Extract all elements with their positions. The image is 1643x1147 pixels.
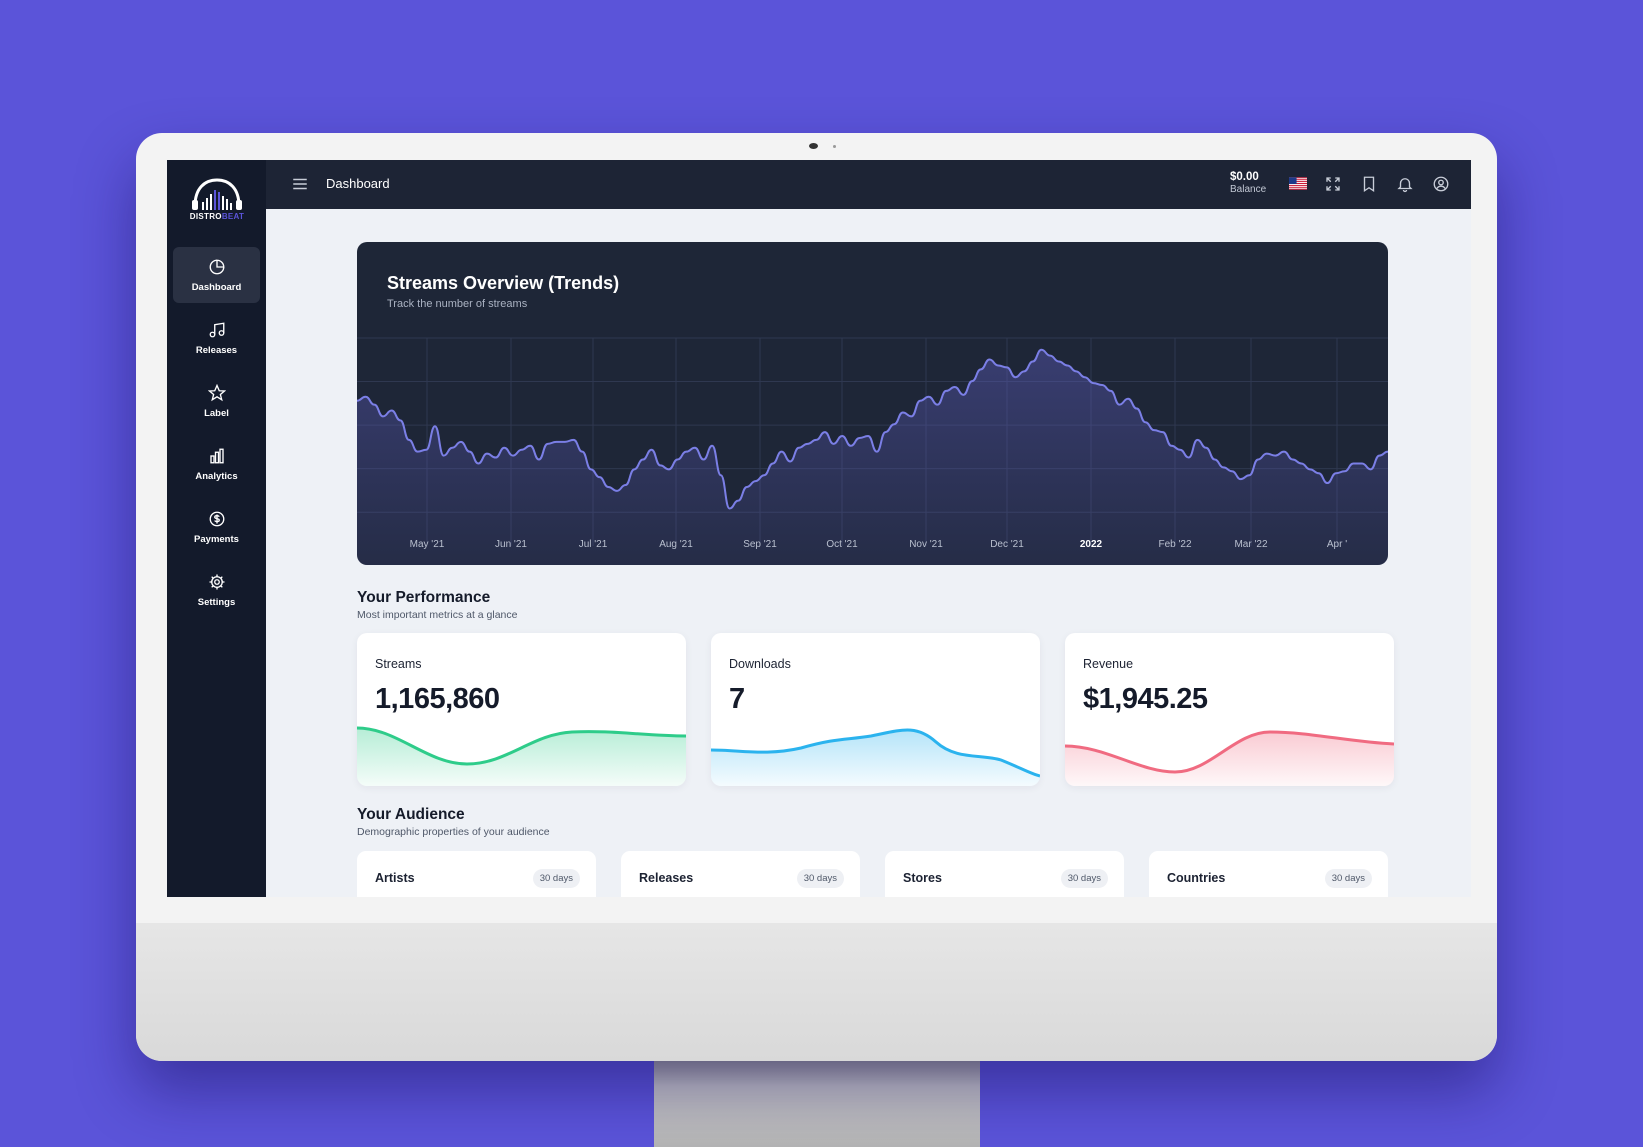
x-tick-label: Aug '21 [659,539,693,550]
revenue-sparkline [1065,730,1394,786]
sidebar-item-payments[interactable]: Payments [173,499,260,555]
audience-subtitle: Demographic properties of your audience [357,826,550,838]
x-tick-label: Feb '22 [1158,539,1191,550]
pie-chart-icon [209,259,224,274]
sidebar-item-label: Payments [194,533,239,545]
brand-name-part2: BEAT [221,212,245,221]
music-note-icon [209,321,224,337]
us-flag-icon[interactable] [1289,177,1307,190]
audience-title: Your Audience [357,806,465,823]
streams-sparkline [357,726,686,786]
metric-label: Streams [375,657,422,671]
monitor-chin [136,923,1497,1061]
camera-sensor [833,145,836,148]
x-axis-ticks: May '21 Jun '21 Jul '21 Aug '21 Sep '21 Oct '… [410,539,1348,550]
sidebar-item-settings[interactable]: Settings [173,562,260,618]
star-icon [207,383,226,401]
balance-amount: $0.00 [1230,171,1259,183]
audience-card-releases[interactable]: Releases 30 days [621,851,860,897]
balance-display[interactable]: $0.00 Balance [1230,171,1266,195]
sidebar-item-label: Label [204,407,229,419]
brand-name: DISTROBEAT [187,212,247,221]
sidebar: DISTROBEAT Dashboard Releases Label [167,160,266,897]
x-tick-label: Dec '21 [990,539,1024,550]
app-screen: DISTROBEAT Dashboard Releases Label [167,160,1471,897]
x-tick-label: Jul '21 [579,539,608,550]
fullscreen-icon[interactable] [1324,175,1342,193]
x-tick-label: May '21 [410,539,445,550]
sidebar-item-label: Analytics [195,470,238,482]
gear-icon [209,574,224,589]
performance-subtitle: Most important metrics at a glance [357,609,518,621]
dollar-circle-icon [209,511,224,526]
bar-chart-icon [209,448,224,463]
headphones-logo-icon [192,178,242,210]
audience-card-label: Artists [375,871,415,885]
camera-icon [809,143,818,149]
streams-area-chart[interactable]: May '21 Jun '21 Jul '21 Aug '21 Sep '21 Oct '… [357,242,1388,565]
page-title: Dashboard [326,176,390,191]
sidebar-nav: Dashboard Releases Label Analytics [173,247,260,625]
audience-card-artists[interactable]: Artists 30 days [357,851,596,897]
metric-label: Downloads [729,657,791,671]
metric-value: 7 [729,683,745,715]
hamburger-menu-icon[interactable] [291,175,309,193]
streams-line [357,348,1388,510]
sidebar-item-analytics[interactable]: Analytics [173,436,260,492]
chart-subtitle: Track the number of streams [387,298,528,310]
bell-icon[interactable] [1396,175,1414,193]
user-circle-icon[interactable] [1432,175,1450,193]
sidebar-item-releases[interactable]: Releases [173,310,260,366]
period-badge[interactable]: 30 days [796,869,844,888]
x-tick-label: Sep '21 [743,539,777,550]
audience-card-stores[interactable]: Stores 30 days [885,851,1124,897]
sidebar-item-label: Dashboard [191,281,242,293]
metric-value: $1,945.25 [1083,683,1208,715]
sidebar-item-label-nav[interactable]: Label [173,373,260,429]
x-tick-label: Oct '21 [826,539,858,550]
chart-title: Streams Overview (Trends) [387,273,620,293]
metric-card-downloads[interactable]: Downloads 7 [711,633,1040,786]
metric-value: 1,165,860 [375,683,500,715]
audience-card-label: Countries [1167,871,1226,885]
downloads-sparkline [711,728,1040,786]
streams-area [357,349,1388,565]
metric-label: Revenue [1083,657,1134,671]
period-badge[interactable]: 30 days [1060,869,1108,888]
sidebar-item-label: Releases [195,344,238,356]
x-tick-label: Jun '21 [495,539,527,550]
topbar: Dashboard $0.00 Balance [266,160,1471,209]
monitor-stand [654,1060,980,1147]
period-badge[interactable]: 30 days [1324,869,1372,888]
performance-title: Your Performance [357,589,491,606]
sidebar-item-dashboard[interactable]: Dashboard [173,247,260,303]
main-content: May '21 Jun '21 Jul '21 Aug '21 Sep '21 Oct '… [266,209,1471,897]
bookmark-icon[interactable] [1360,175,1378,193]
period-badge[interactable]: 30 days [532,869,580,888]
audience-card-countries[interactable]: Countries 30 days [1149,851,1388,897]
brand-logo[interactable]: DISTROBEAT [187,176,247,222]
balance-label: Balance [1230,184,1267,195]
streams-overview-card: May '21 Jun '21 Jul '21 Aug '21 Sep '21 Oct '… [357,242,1388,565]
x-tick-label: Nov '21 [909,539,943,550]
audience-card-label: Stores [903,871,942,885]
audience-card-label: Releases [639,871,694,885]
x-tick-label: Mar '22 [1234,539,1267,550]
x-tick-label: 2022 [1080,539,1103,550]
brand-name-part1: DISTRO [189,212,222,221]
metric-card-revenue[interactable]: Revenue $1,945.25 [1065,633,1394,786]
x-tick-label: Apr ' [1327,539,1347,550]
metric-card-streams[interactable]: Streams 1,165,860 [357,633,686,786]
sidebar-item-label: Settings [197,596,236,608]
